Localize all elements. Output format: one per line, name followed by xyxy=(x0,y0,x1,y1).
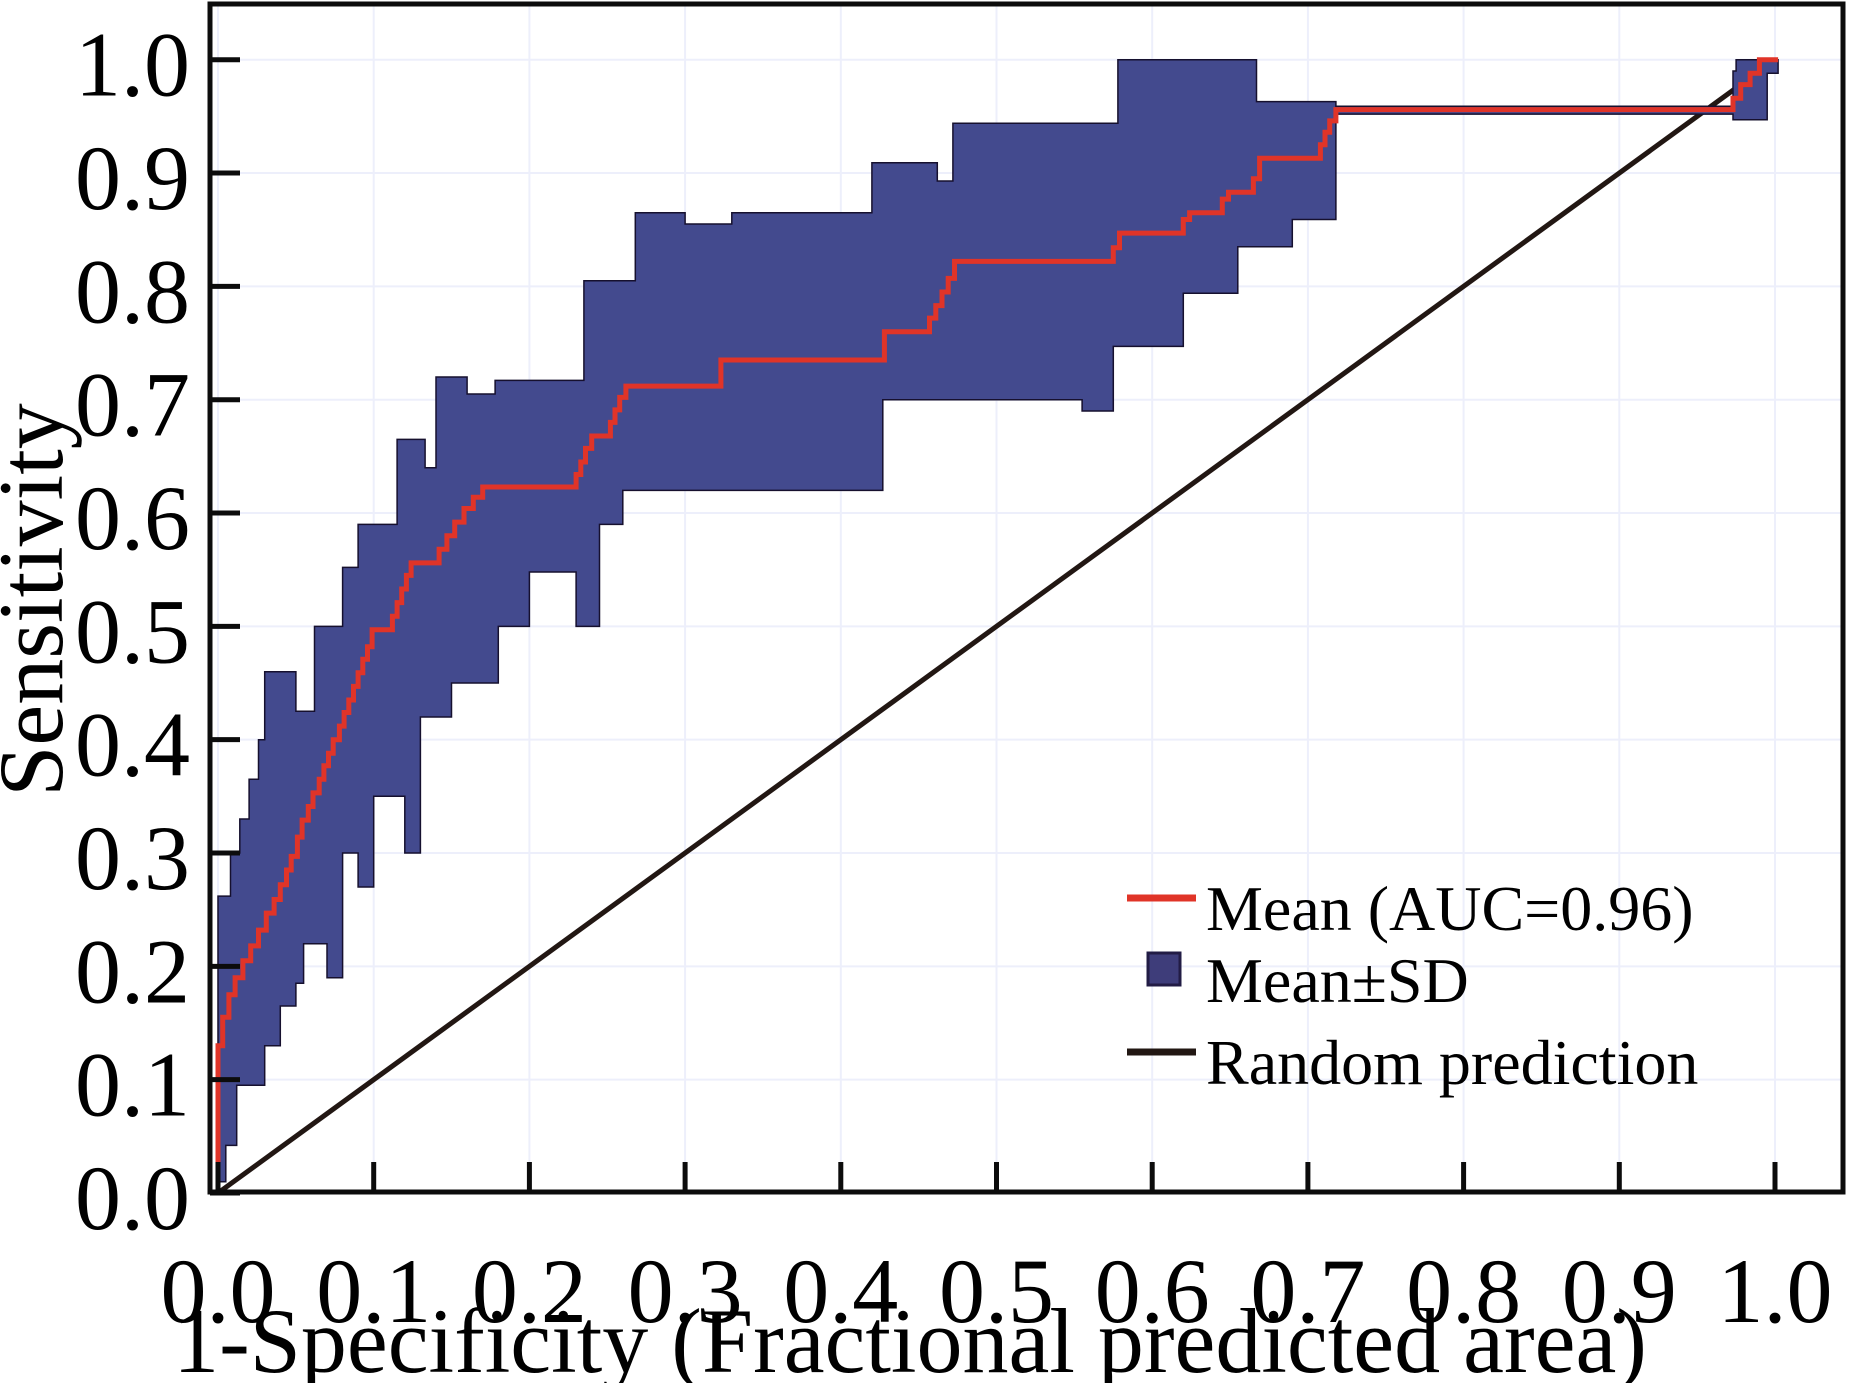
y-tick-label: 0.1 xyxy=(75,1034,190,1136)
plot-border xyxy=(207,1,1846,1195)
y-tick-label: 0.4 xyxy=(75,694,190,796)
x-axis-title: 1-Specificity (Fractional predicted area… xyxy=(173,1290,1647,1383)
y-tick-label: 0.3 xyxy=(75,807,190,909)
x-tick-label: 0.4 xyxy=(783,1240,898,1342)
y-tick-label: 1.0 xyxy=(75,14,190,116)
x-tick-label: 0.9 xyxy=(1562,1240,1677,1342)
y-axis-title: Sensitivity xyxy=(0,403,82,797)
y-tick-label: 0.6 xyxy=(75,467,190,569)
y-tick-label: 0.9 xyxy=(75,127,190,229)
y-tick-label: 0.0 xyxy=(75,1147,190,1249)
x-tick-label: 0.2 xyxy=(472,1240,587,1342)
x-tick-label: 0.7 xyxy=(1250,1240,1365,1342)
y-tick-label: 0.7 xyxy=(75,354,190,456)
y-tick-label: 0.2 xyxy=(75,920,190,1022)
y-tick-label: 0.5 xyxy=(75,580,190,682)
sd-band xyxy=(217,58,1779,1183)
y-tick-label: 0.8 xyxy=(75,240,190,342)
mean-roc-line xyxy=(215,57,1779,1193)
legend-sd-square-swatch xyxy=(1146,951,1182,987)
x-tick-label: 0.6 xyxy=(1095,1240,1210,1342)
x-tick-label: 0.5 xyxy=(939,1240,1054,1342)
x-tick-label: 0.3 xyxy=(628,1240,743,1342)
x-tick-label: 0.1 xyxy=(316,1240,431,1342)
random-prediction-line xyxy=(216,57,1777,1196)
legend-label: Random prediction xyxy=(1206,1027,1698,1098)
legend-label: Mean (AUC=0.96) xyxy=(1206,873,1694,944)
legend-label: Mean±SD xyxy=(1206,945,1469,1016)
x-tick-label: 1.0 xyxy=(1718,1240,1833,1342)
x-tick-label: 0.0 xyxy=(161,1240,276,1342)
x-tick-label: 0.8 xyxy=(1406,1240,1521,1342)
